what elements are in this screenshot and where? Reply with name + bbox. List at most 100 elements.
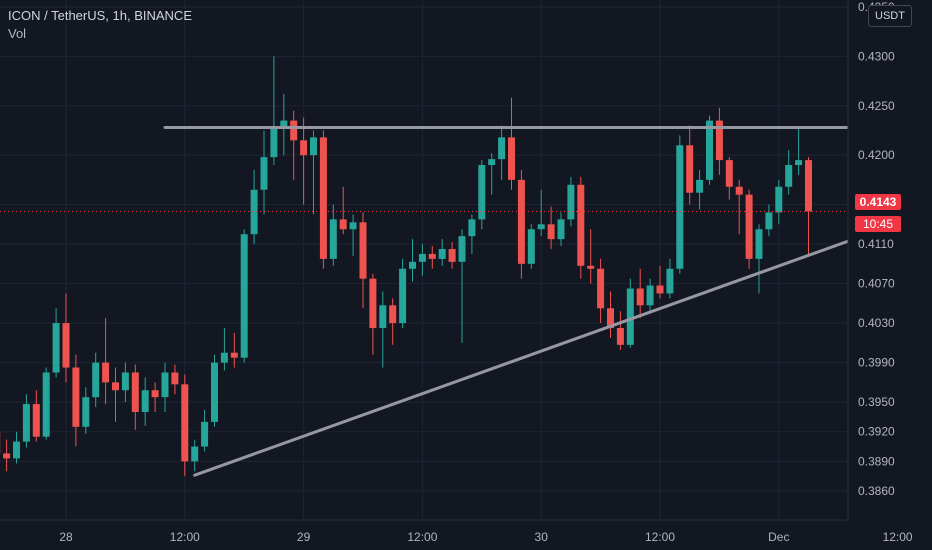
candle bbox=[547, 206, 555, 249]
candle bbox=[418, 244, 426, 276]
price-tick-label: 0.3950 bbox=[858, 395, 895, 409]
candle-body bbox=[666, 268, 674, 294]
candle-body bbox=[735, 186, 743, 195]
candle-body bbox=[171, 372, 179, 385]
candle-body bbox=[220, 352, 228, 363]
candle bbox=[220, 328, 228, 371]
candle-body bbox=[369, 278, 377, 329]
candle-body bbox=[438, 249, 446, 259]
candle-body bbox=[181, 384, 189, 462]
candle-body bbox=[755, 229, 763, 259]
candle-body bbox=[517, 179, 525, 264]
currency-button[interactable]: USDT bbox=[868, 5, 912, 27]
time-tick-label: 28 bbox=[59, 530, 73, 544]
candle bbox=[399, 258, 407, 329]
candle bbox=[468, 214, 476, 254]
candle bbox=[517, 169, 525, 279]
time-axis-panel[interactable] bbox=[0, 520, 932, 550]
candle-body bbox=[587, 265, 595, 269]
price-tick-label: 0.4250 bbox=[858, 99, 895, 113]
candle bbox=[112, 367, 119, 422]
candle bbox=[121, 362, 129, 403]
candle bbox=[458, 229, 466, 343]
volume-indicator-label[interactable]: Vol bbox=[8, 26, 27, 41]
candle bbox=[765, 204, 773, 237]
candle bbox=[211, 354, 218, 427]
trendlines[interactable] bbox=[163, 126, 932, 477]
candle bbox=[300, 117, 308, 205]
candle-body bbox=[280, 120, 288, 128]
candle-body bbox=[547, 224, 555, 240]
candle bbox=[428, 246, 436, 269]
candle bbox=[795, 127, 803, 175]
candle-body bbox=[775, 186, 783, 213]
candle-body bbox=[151, 390, 159, 398]
candle-body bbox=[112, 382, 119, 391]
candle-body bbox=[141, 390, 149, 412]
candle-body bbox=[715, 120, 723, 161]
candle-body bbox=[418, 253, 426, 262]
candle-body bbox=[300, 140, 308, 156]
time-tick-label: 29 bbox=[297, 530, 311, 544]
candle bbox=[438, 239, 446, 266]
candle-body bbox=[557, 219, 565, 240]
candle bbox=[13, 431, 20, 464]
trendline-support[interactable] bbox=[193, 199, 932, 477]
time-tick-label: 12:00 bbox=[883, 530, 913, 544]
candle bbox=[498, 125, 506, 180]
candle bbox=[131, 364, 139, 430]
time-tick-label: 12:00 bbox=[170, 530, 200, 544]
candle bbox=[508, 97, 515, 190]
candle-body bbox=[646, 285, 654, 306]
candle-body bbox=[409, 261, 416, 269]
price-tick-label: 0.4070 bbox=[858, 277, 895, 291]
candle-body bbox=[636, 288, 644, 306]
candle-body bbox=[161, 372, 169, 398]
price-axis-panel[interactable] bbox=[848, 0, 932, 520]
candle bbox=[715, 107, 723, 175]
price-tick-label: 0.3990 bbox=[858, 356, 895, 370]
candle-body bbox=[121, 372, 129, 391]
candle bbox=[201, 410, 209, 452]
price-tick-label: 0.3920 bbox=[858, 425, 895, 439]
candle bbox=[755, 224, 763, 294]
candle-body bbox=[696, 179, 704, 193]
candle-body bbox=[656, 285, 664, 294]
candle bbox=[181, 374, 189, 477]
candle bbox=[349, 214, 357, 256]
candle bbox=[725, 157, 733, 200]
candle-body bbox=[82, 397, 90, 427]
candle-body bbox=[131, 372, 139, 412]
candle bbox=[319, 130, 327, 269]
bar-countdown-tag: 10:45 bbox=[855, 216, 901, 232]
price-tick-label: 0.4200 bbox=[858, 148, 895, 162]
current-price-tag: 0.4143 bbox=[855, 194, 901, 210]
candle bbox=[161, 362, 169, 412]
candle bbox=[775, 179, 783, 225]
price-tick-label: 0.3860 bbox=[858, 484, 895, 498]
candle bbox=[448, 242, 456, 269]
candle-body bbox=[428, 253, 436, 259]
candle-body bbox=[319, 137, 327, 259]
candle bbox=[92, 352, 100, 408]
candle bbox=[616, 311, 624, 350]
candle-body bbox=[785, 165, 793, 187]
price-tick-label: 0.4030 bbox=[858, 316, 895, 330]
candle bbox=[359, 212, 367, 309]
candles bbox=[0, 56, 812, 477]
chart-grid bbox=[0, 0, 899, 520]
candle-body bbox=[349, 222, 357, 230]
candle bbox=[389, 298, 397, 345]
candle-body bbox=[676, 145, 684, 269]
candle-body bbox=[389, 305, 397, 324]
candle-body bbox=[448, 249, 456, 262]
candle-body bbox=[478, 165, 486, 220]
candle bbox=[696, 169, 704, 210]
candle bbox=[62, 293, 70, 383]
candle bbox=[191, 439, 199, 472]
candle bbox=[666, 258, 674, 299]
candle-body bbox=[42, 372, 50, 437]
symbol-title[interactable]: ICON / TetherUS, 1h, BINANCE bbox=[8, 8, 192, 23]
candle bbox=[82, 387, 90, 434]
